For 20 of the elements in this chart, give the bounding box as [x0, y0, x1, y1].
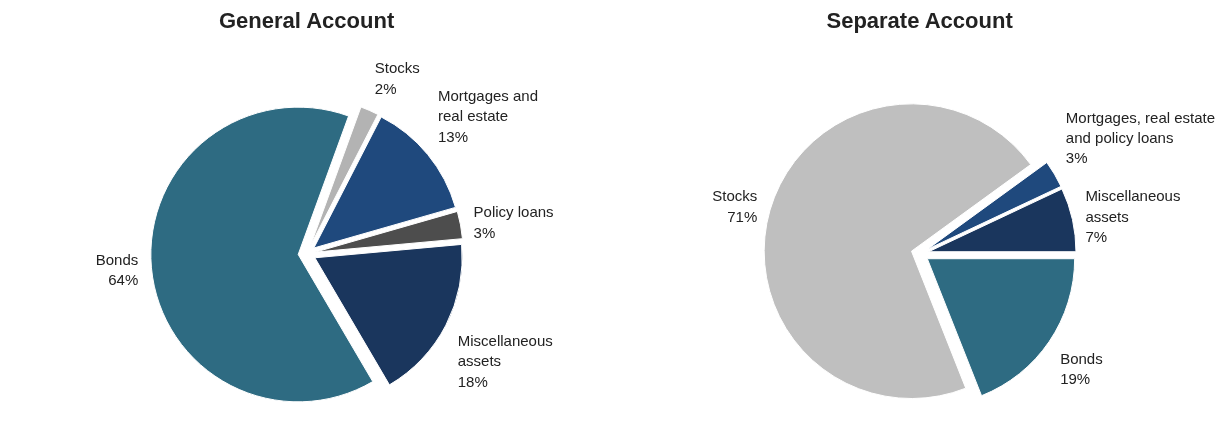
data-label: 2%	[374, 79, 397, 97]
data-label: 3%	[1065, 149, 1088, 167]
data-label: 71%	[727, 207, 758, 225]
slice-label: Mortgages and real estate	[437, 87, 539, 125]
slice-label: Stocks	[374, 59, 420, 77]
slice-label: Bonds	[95, 250, 139, 268]
slice-label: Mortgages, real estate and policy loans	[1065, 108, 1216, 146]
slice-label: Stocks	[712, 187, 758, 205]
data-label: 7%	[1085, 228, 1108, 246]
data-label: 64%	[108, 270, 139, 288]
slice-label: Bonds	[1060, 350, 1103, 368]
slice-label: Miscellaneous assets	[1085, 187, 1181, 225]
data-label: 18%	[457, 372, 488, 390]
slice-label: Policy loans	[473, 203, 554, 221]
slice-label: Miscellaneous assets	[457, 332, 553, 370]
data-label: 3%	[473, 223, 496, 241]
chart-title: General Account	[218, 7, 395, 33]
chart-title: Separate Account	[826, 7, 1014, 33]
data-label: 13%	[437, 127, 468, 145]
data-label: 19%	[1060, 370, 1091, 388]
